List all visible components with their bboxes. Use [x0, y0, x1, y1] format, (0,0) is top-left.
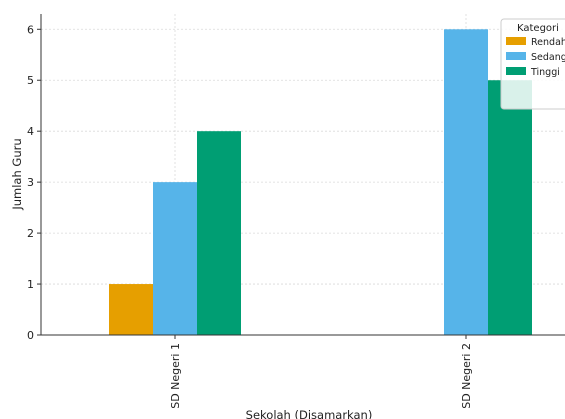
bar-sedang-2: [444, 29, 488, 336]
x-tick-label: SD Negeri 1: [169, 343, 182, 409]
bars: [109, 29, 532, 336]
y-tick-label: 3: [27, 176, 34, 189]
y-ticks: 0 1 2 3 4 5 6: [27, 23, 41, 342]
x-tick-label: SD Negeri 2: [460, 343, 473, 409]
y-tick-label: 6: [27, 23, 34, 36]
y-axis-label: Jumlah Guru: [10, 138, 24, 210]
bar-tinggi-1: [197, 131, 241, 335]
x-axis-label: Sekolah (Disamarkan): [246, 408, 373, 419]
y-tick-label: 4: [27, 125, 34, 138]
legend-title: Kategori: [517, 23, 559, 34]
y-tick-label: 2: [27, 227, 34, 240]
bar-tinggi-2: [488, 80, 532, 335]
bar-sedang-1: [153, 182, 197, 335]
legend-items: Rendah Sedang Tinggi: [506, 37, 565, 78]
legend: Kategori Rendah Sedang Tinggi: [500, 18, 565, 110]
bar-rendah-1: [109, 284, 153, 335]
x-ticks: SD Negeri 1 SD Negeri 2: [169, 335, 473, 409]
y-tick-label: 1: [27, 278, 34, 291]
legend-swatch-rendah: [506, 37, 526, 45]
y-tick-label: 0: [27, 329, 34, 342]
legend-swatch-tinggi: [506, 67, 526, 75]
axes: [40, 14, 565, 336]
legend-label-tinggi: Tinggi: [530, 67, 560, 78]
legend-label-rendah: Rendah: [531, 37, 565, 48]
legend-label-sedang: Sedang: [531, 52, 565, 63]
legend-swatch-sedang: [506, 52, 526, 60]
y-tick-label: 5: [27, 74, 34, 87]
